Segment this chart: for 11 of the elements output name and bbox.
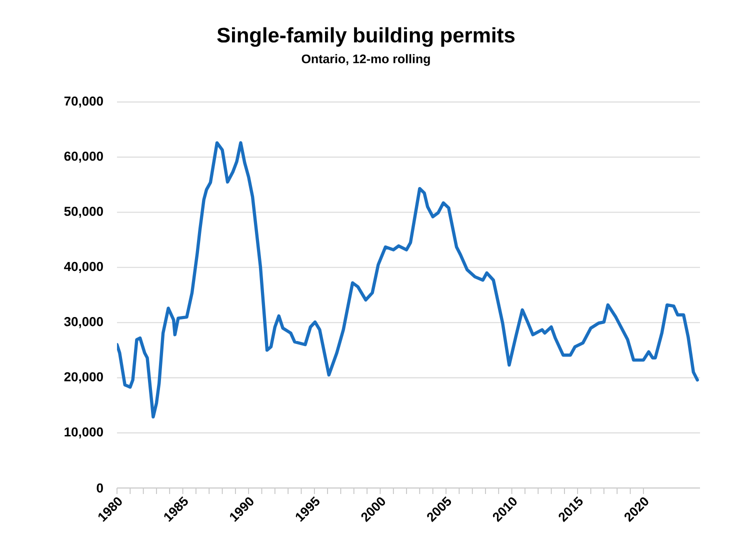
line-series [117, 141, 699, 418]
y-tick-label: 20,000 [64, 372, 103, 384]
y-tick-label: 60,000 [64, 152, 103, 163]
chart-subtitle: Ontario, 12-mo rolling [302, 54, 430, 66]
y-tick-label: 40,000 [64, 262, 103, 273]
y-tick-label: 50,000 [64, 206, 103, 218]
chart-title: Single-family building permits [217, 27, 515, 47]
y-tick-label: 70,000 [64, 96, 103, 108]
y-tick-label: 0 [96, 483, 103, 493]
y-tick-label: 30,000 [64, 317, 103, 328]
y-tick-label: 10,000 [64, 427, 103, 438]
